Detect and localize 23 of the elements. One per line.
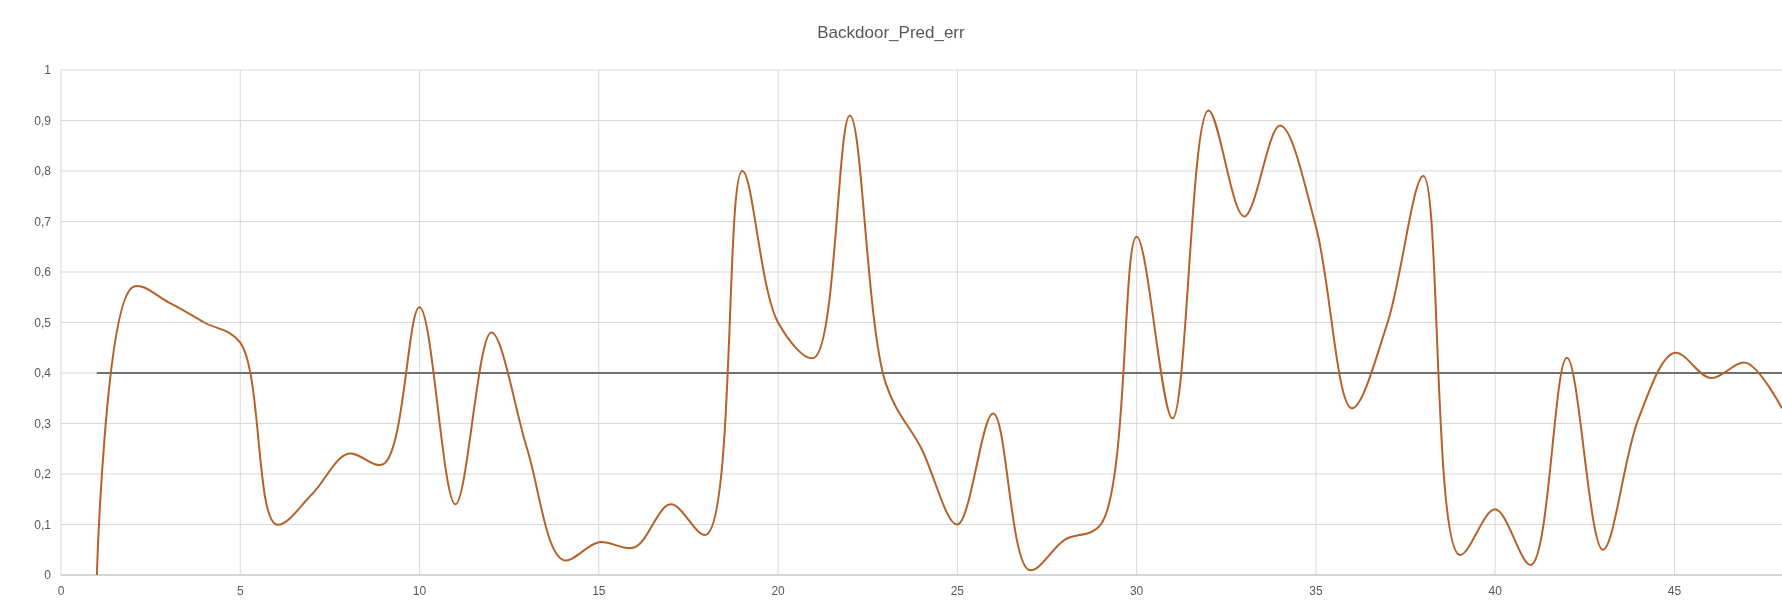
x-tick-label: 5 (236, 584, 244, 598)
y-tick-label: 0 (44, 568, 52, 582)
y-tick-label: 0,7 (34, 214, 52, 229)
x-tick-label: 35 (1309, 584, 1323, 598)
x-tick-label: 30 (1129, 584, 1144, 598)
y-tick-label: 0,6 (34, 265, 52, 279)
y-tick-label: 0,4 (34, 366, 52, 380)
x-tick-label: 0 (57, 584, 65, 598)
y-tick-label: 0,8 (34, 164, 52, 178)
y-tick-label: 0,3 (34, 416, 52, 431)
y-tick-label: 0,9 (34, 113, 52, 128)
x-tick-label: 10 (412, 584, 427, 598)
x-tick-label: 40 (1488, 584, 1503, 598)
y-tick-label: 0,2 (34, 467, 52, 481)
y-tick-label: 0,1 (34, 517, 52, 532)
x-tick-label: 25 (950, 584, 965, 598)
y-tick-label: 0,5 (34, 315, 52, 330)
line-series (95, 109, 1782, 576)
x-tick-label: 20 (771, 584, 786, 598)
y-tick-label: 1 (44, 63, 52, 77)
x-tick-label: 15 (592, 584, 606, 598)
x-tick-label: 45 (1667, 584, 1682, 598)
chart-title: Backdoor_Pred_err (817, 23, 966, 42)
